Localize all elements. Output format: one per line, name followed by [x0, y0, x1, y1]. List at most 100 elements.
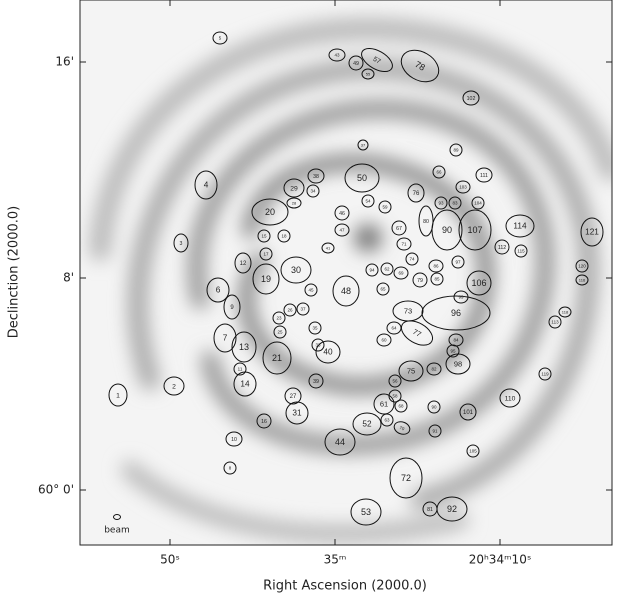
region-label: 83: [452, 201, 458, 206]
region-label: 81: [427, 507, 433, 513]
region: 7: [213, 323, 237, 353]
region-ellipse: [466, 270, 492, 296]
region-label: 64: [391, 326, 397, 331]
region-label: 63: [384, 418, 390, 423]
region: 89: [449, 143, 463, 157]
region-ellipse: [344, 163, 380, 193]
region-label: 4: [204, 181, 209, 190]
region-ellipse: [324, 428, 356, 456]
region-label: 37: [300, 307, 306, 312]
region-ellipse: [407, 183, 425, 203]
region-label: 16: [261, 419, 267, 425]
region-label: 34: [310, 189, 316, 194]
region-ellipse: [428, 259, 444, 273]
region-ellipse: [434, 196, 448, 210]
region-ellipse: [455, 180, 471, 194]
region: 58: [388, 389, 402, 403]
region: 111: [475, 167, 493, 183]
region: 43: [328, 48, 346, 62]
region: 75: [398, 360, 424, 382]
region-label: 38: [313, 174, 319, 180]
region-label: 54: [365, 199, 371, 204]
region: 38: [307, 168, 325, 184]
region-ellipse: [233, 362, 247, 376]
region-ellipse: [505, 214, 535, 238]
region-ellipse: [350, 498, 382, 526]
region: 92: [436, 496, 468, 522]
region: 37: [357, 139, 369, 151]
region: 76: [407, 183, 425, 203]
region-label: 94: [369, 268, 375, 273]
region: 4: [194, 170, 218, 200]
region-label: 18: [281, 234, 287, 239]
region-label: 114: [513, 222, 527, 231]
region: 20: [251, 198, 289, 226]
region-ellipse: [286, 197, 302, 209]
region-label: 25: [277, 330, 283, 335]
region-label: 90: [442, 225, 452, 235]
region-ellipse: [466, 444, 480, 458]
region-ellipse: [427, 400, 441, 414]
region: 78: [400, 49, 440, 83]
y-tick-label: 16': [55, 55, 74, 69]
region-ellipse: [398, 360, 424, 382]
region-label: 60: [381, 338, 387, 343]
region-ellipse: [273, 325, 287, 339]
region-ellipse: [212, 31, 228, 45]
region-ellipse: [361, 194, 375, 208]
region-label: 8: [229, 466, 232, 471]
region-ellipse: [252, 263, 280, 295]
region: 45: [304, 283, 318, 297]
region: 120: [575, 259, 589, 273]
y-tick-label: 60° 0': [38, 483, 74, 497]
region-label: 115: [517, 249, 525, 254]
region: 107: [458, 209, 492, 251]
region: 12: [234, 252, 252, 274]
region: 15: [257, 229, 271, 243]
region-label: 3: [180, 241, 183, 247]
region-ellipse: [304, 283, 318, 297]
region: 8: [223, 461, 237, 475]
region-label: 37: [361, 143, 366, 148]
region-label: 30: [291, 265, 301, 275]
region-label: 75: [407, 366, 415, 375]
region: 56: [388, 374, 402, 388]
region: 62: [380, 262, 394, 276]
region-ellipse: [378, 200, 392, 214]
region-label: 65: [380, 287, 386, 292]
region-ellipse: [173, 233, 189, 253]
x-tick-label: 35ᵐ: [324, 553, 347, 567]
region-label: 28: [292, 201, 297, 206]
region: 5: [212, 31, 228, 45]
region: 68: [394, 399, 408, 413]
region-label: 68: [398, 404, 404, 409]
region-label: 15: [261, 234, 267, 239]
region: 121: [580, 217, 604, 247]
region-ellipse: [365, 263, 379, 277]
region: 77: [400, 320, 434, 346]
region-label: 116: [579, 278, 586, 283]
region-ellipse: [393, 421, 411, 435]
region-label: 61: [380, 399, 388, 408]
region-label: 10: [231, 437, 237, 443]
region: 9: [223, 294, 241, 320]
region-ellipse: [449, 143, 463, 157]
region-ellipse: [348, 55, 364, 71]
region-label: 78: [413, 59, 427, 73]
region: 3: [173, 233, 189, 253]
region: 94: [365, 263, 379, 277]
region-label: 29: [290, 185, 298, 192]
region-label: 102: [467, 96, 476, 102]
region: 69: [393, 266, 409, 280]
region: 52: [352, 412, 382, 436]
region-ellipse: [373, 393, 395, 415]
region-label: 1: [116, 392, 120, 399]
region-label: 9: [230, 305, 234, 311]
region-ellipse: [426, 362, 442, 376]
region-label: 39: [313, 379, 319, 385]
region: 106: [466, 270, 492, 296]
region-label: 89: [453, 148, 459, 153]
region-ellipse: [400, 320, 434, 346]
region-label: 73: [404, 306, 412, 315]
region-ellipse: [231, 331, 257, 363]
